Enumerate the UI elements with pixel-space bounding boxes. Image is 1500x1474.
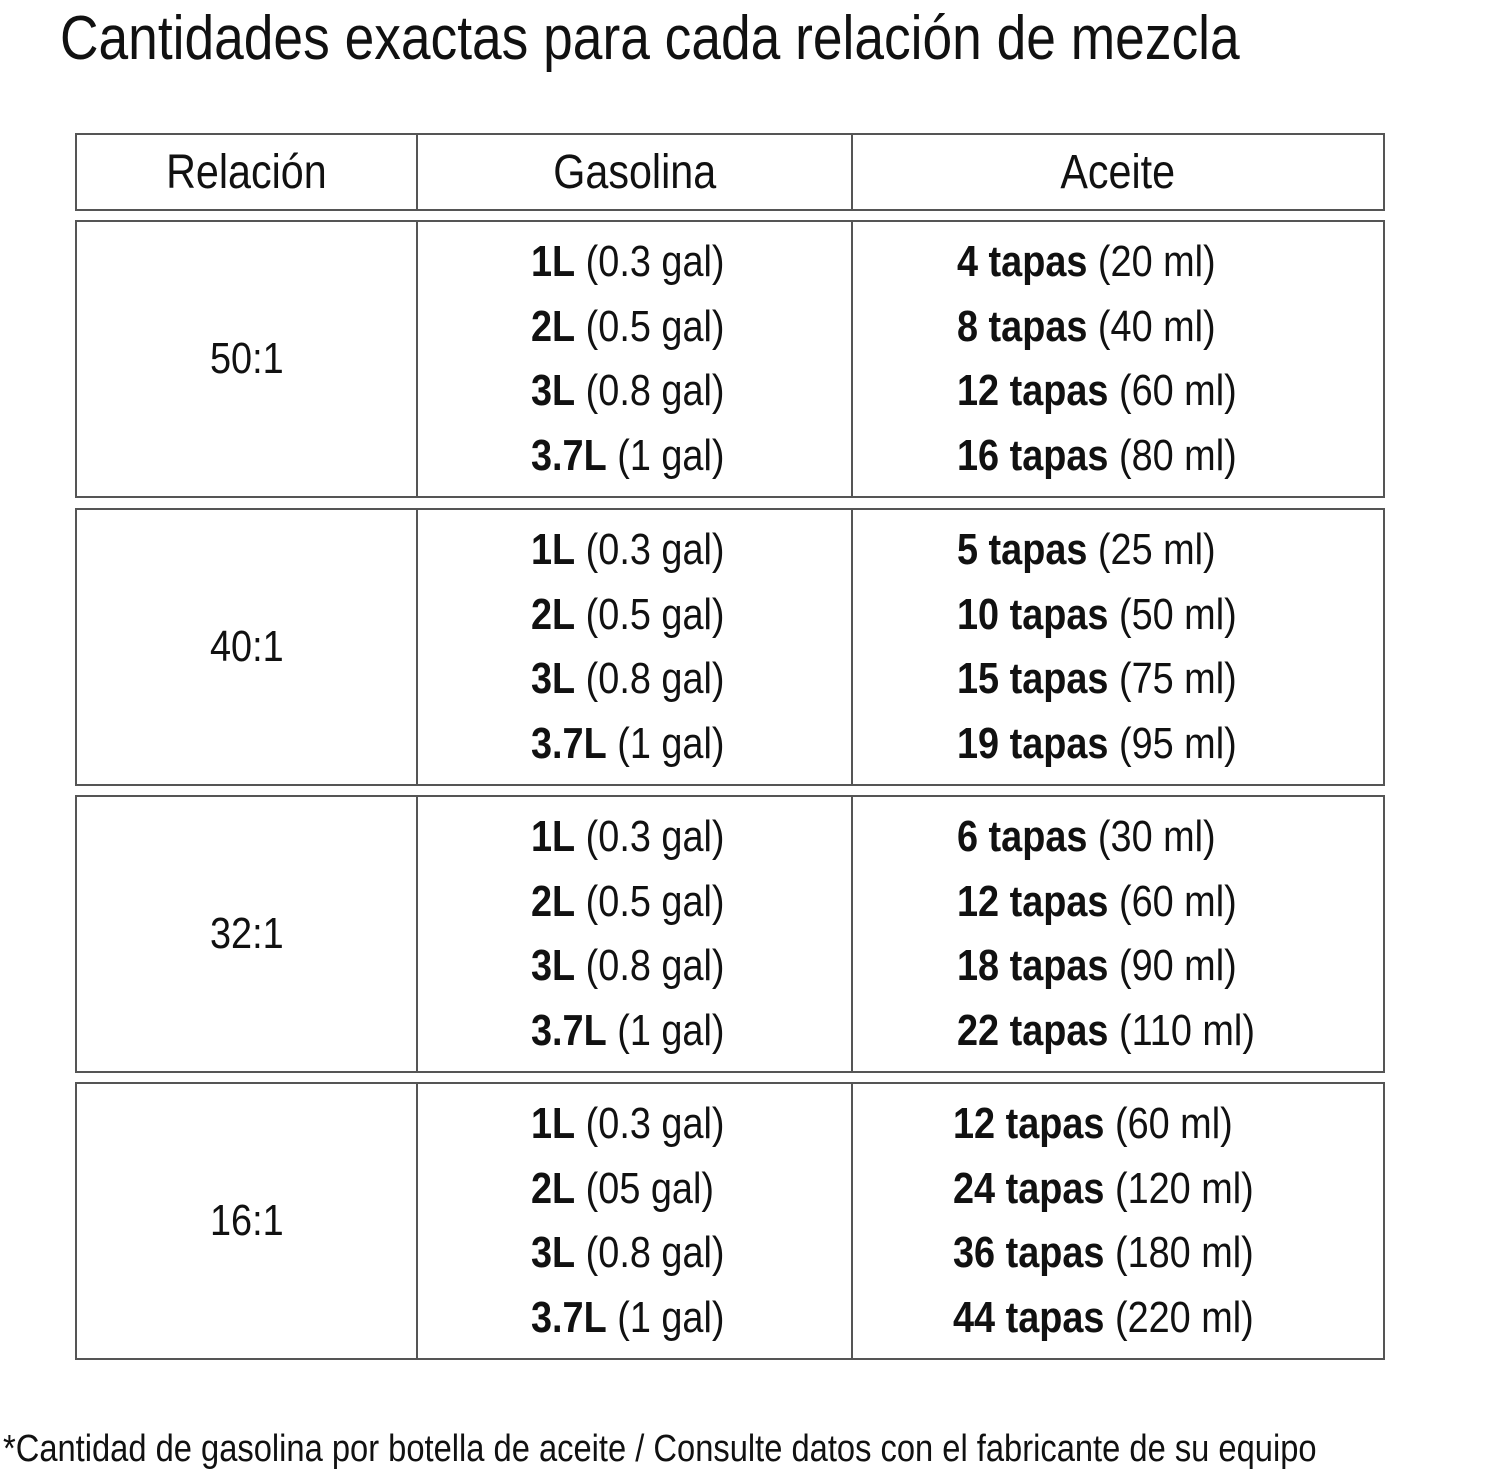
- ratio-cell: 50:1: [77, 222, 418, 496]
- gasolina-line: 2L (0.5 gal): [531, 301, 725, 351]
- aceite-line: 18 tapas (90 ml): [957, 941, 1237, 990]
- aceite-line: 10 tapas (50 ml): [957, 589, 1237, 639]
- gasolina-line: 3.7L (1 gal): [531, 430, 725, 480]
- gasolina-line: 3L (0.8 gal): [531, 366, 725, 415]
- aceite-cell: 12 tapas (60 ml) 24 tapas (120 ml) 36 ta…: [853, 1084, 1383, 1358]
- aceite-line: 19 tapas (95 ml): [957, 718, 1237, 768]
- aceite-line: 8 tapas (40 ml): [957, 301, 1216, 351]
- gasolina-cell: 1L (0.3 gal) 2L (0.5 gal) 3L (0.8 gal) 3…: [418, 222, 853, 496]
- ratio-value: 40:1: [209, 622, 284, 671]
- table-row: 50:1 1L (0.3 gal) 2L (0.5 gal) 3L (0.8 g…: [75, 220, 1385, 498]
- gasolina-line: 3L (0.8 gal): [531, 941, 725, 990]
- gasolina-line: 3.7L (1 gal): [531, 718, 725, 768]
- aceite-cell: 6 tapas (30 ml) 12 tapas (60 ml) 18 tapa…: [853, 797, 1383, 1071]
- gasolina-cell: 1L (0.3 gal) 2L (0.5 gal) 3L (0.8 gal) 3…: [418, 797, 853, 1071]
- gasolina-cell: 1L (0.3 gal) 2L (05 gal) 3L (0.8 gal) 3.…: [418, 1084, 853, 1358]
- ratio-value: 16:1: [209, 1196, 284, 1245]
- gasolina-line: 3.7L (1 gal): [531, 1292, 725, 1342]
- table-header: Relación Gasolina Aceite: [75, 133, 1385, 211]
- gasolina-line: 2L (0.5 gal): [531, 876, 725, 926]
- header-cell-gasolina: Gasolina: [418, 135, 853, 209]
- page-title: Cantidades exactas para cada relación de…: [60, 4, 1240, 73]
- table-row: 16:1 1L (0.3 gal) 2L (05 gal) 3L (0.8 ga…: [75, 1082, 1385, 1360]
- gasolina-cell: 1L (0.3 gal) 2L (0.5 gal) 3L (0.8 gal) 3…: [418, 510, 853, 784]
- gasolina-line: 2L (0.5 gal): [531, 589, 725, 639]
- gasolina-line: 1L (0.3 gal): [531, 812, 725, 861]
- gasolina-line: 1L (0.3 gal): [531, 237, 725, 286]
- aceite-cell: 4 tapas (20 ml) 8 tapas (40 ml) 12 tapas…: [853, 222, 1383, 496]
- aceite-line: 16 tapas (80 ml): [957, 430, 1237, 480]
- footnote: *Cantidad de gasolina por botella de ace…: [3, 1428, 1317, 1470]
- aceite-line: 36 tapas (180 ml): [953, 1228, 1254, 1277]
- aceite-line: 22 tapas (110 ml): [957, 1005, 1255, 1055]
- header-label: Gasolina: [553, 145, 716, 199]
- aceite-line: 12 tapas (60 ml): [957, 366, 1237, 415]
- ratio-cell: 16:1: [77, 1084, 418, 1358]
- aceite-line: 24 tapas (120 ml): [953, 1163, 1254, 1213]
- aceite-line: 15 tapas (75 ml): [957, 654, 1237, 703]
- header-label: Relación: [166, 145, 327, 199]
- header-cell-aceite: Aceite: [853, 135, 1383, 209]
- aceite-line: 4 tapas (20 ml): [957, 237, 1216, 286]
- ratio-value: 32:1: [209, 909, 284, 958]
- aceite-cell: 5 tapas (25 ml) 10 tapas (50 ml) 15 tapa…: [853, 510, 1383, 784]
- ratio-value: 50:1: [209, 334, 284, 383]
- gasolina-line: 3.7L (1 gal): [531, 1005, 725, 1055]
- ratio-cell: 32:1: [77, 797, 418, 1071]
- aceite-line: 44 tapas (220 ml): [953, 1292, 1254, 1342]
- gasolina-line: 2L (05 gal): [531, 1163, 714, 1213]
- ratio-cell: 40:1: [77, 510, 418, 784]
- gasolina-line: 1L (0.3 gal): [531, 1099, 725, 1148]
- aceite-line: 12 tapas (60 ml): [953, 1099, 1233, 1148]
- header-label: Aceite: [1060, 145, 1176, 199]
- header-cell-relacion: Relación: [77, 135, 418, 209]
- aceite-line: 12 tapas (60 ml): [957, 876, 1237, 926]
- aceite-line: 6 tapas (30 ml): [957, 812, 1216, 861]
- table-row: 32:1 1L (0.3 gal) 2L (0.5 gal) 3L (0.8 g…: [75, 795, 1385, 1073]
- aceite-line: 5 tapas (25 ml): [957, 525, 1216, 574]
- table-row: 40:1 1L (0.3 gal) 2L (0.5 gal) 3L (0.8 g…: [75, 508, 1385, 786]
- gasolina-line: 1L (0.3 gal): [531, 525, 725, 574]
- gasolina-line: 3L (0.8 gal): [531, 654, 725, 703]
- gasolina-line: 3L (0.8 gal): [531, 1228, 725, 1277]
